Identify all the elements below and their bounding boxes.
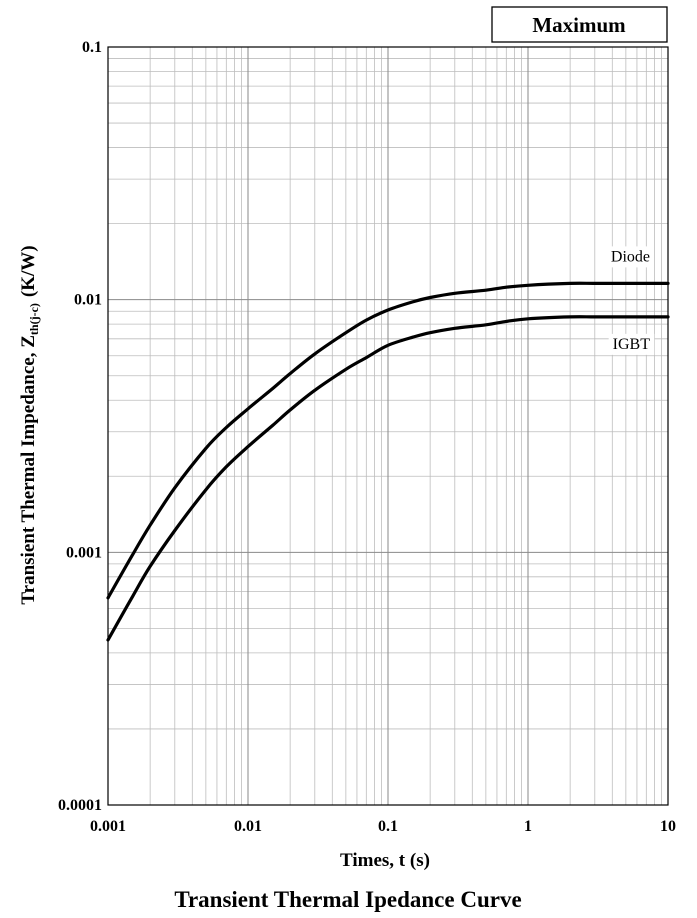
y-axis-title-unit: (K/W) [18, 245, 39, 297]
diode-curve [106, 281, 670, 600]
maximum-badge-label: Maximum [532, 13, 626, 37]
maximum-badge-box [491, 6, 668, 43]
diode-label-background [606, 246, 654, 268]
y-axis-title: Transient Thermal Impedance, Zth(j-c) (K/… [18, 245, 41, 604]
figure-caption: Transient Thermal Ipedance Curve [174, 887, 521, 912]
x-axis-title: Times, t (s) [340, 850, 430, 871]
y-tick-label: 0.01 [74, 292, 102, 309]
y-tick-label: 0.1 [82, 39, 102, 56]
x-tick-label: 0.001 [90, 818, 126, 835]
maximum-badge: Maximum [491, 6, 668, 43]
y-tick-labels: 0.0001 0.001 0.01 0.1 [58, 39, 102, 814]
series-layer [106, 281, 670, 642]
x-tick-labels: 0.001 0.01 0.1 1 10 [90, 818, 676, 835]
plot-frame [107, 46, 669, 806]
x-tick-label: 1 [524, 818, 532, 835]
igbt-curve [106, 315, 670, 642]
igbt-series-label: IGBT [613, 336, 651, 353]
minor-grid [108, 47, 668, 805]
x-tick-label: 0.01 [234, 818, 262, 835]
igbt-label-background [608, 333, 655, 355]
diode-series-label: Diode [611, 248, 650, 265]
y-axis-title-main: Transient Thermal Impedance, Z [18, 335, 39, 605]
y-tick-label: 0.0001 [58, 797, 102, 814]
series-labels: Diode IGBT [606, 246, 655, 355]
x-tick-label: 0.1 [378, 818, 398, 835]
y-axis-title-subscript: th(j-c) [27, 303, 41, 335]
x-tick-label: 10 [660, 818, 676, 835]
y-tick-label: 0.001 [66, 544, 102, 561]
